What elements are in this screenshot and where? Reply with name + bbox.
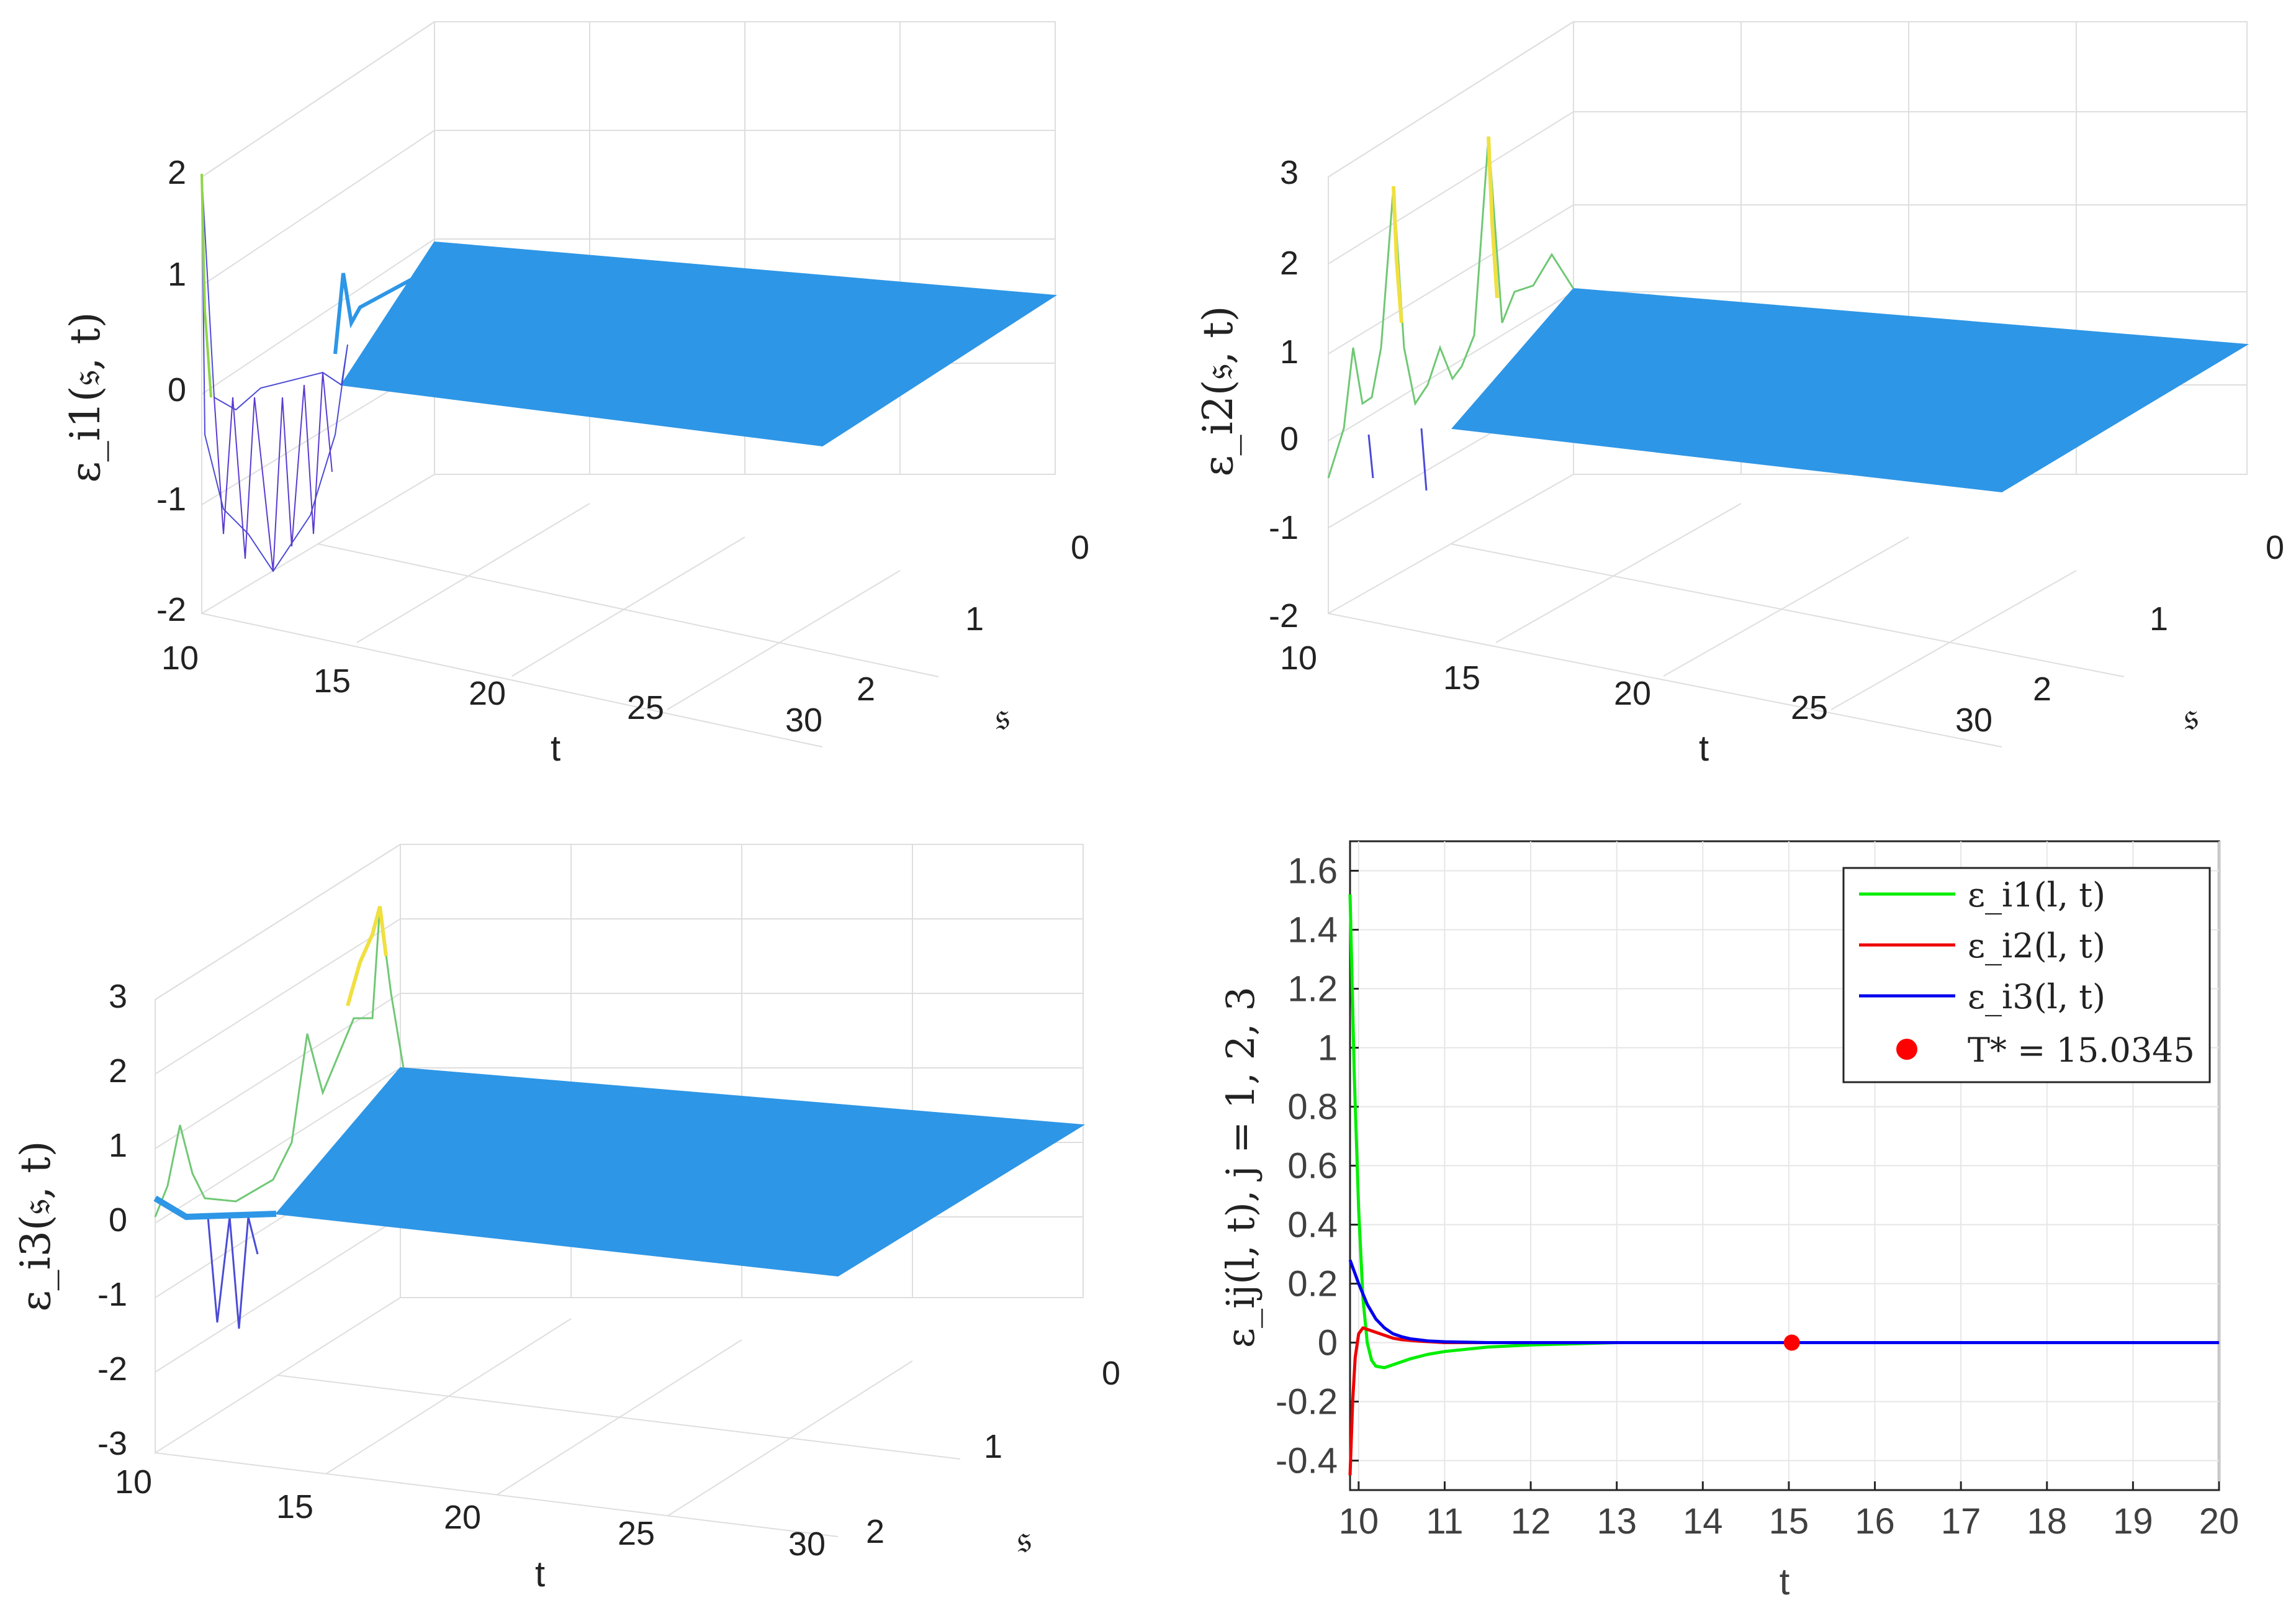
p4-ytick-label: 1.4 — [1287, 910, 1338, 951]
p2-ztick: 1 — [1280, 333, 1299, 371]
p2-xtick: 10 — [1280, 639, 1317, 677]
p1-ytick: 0 — [1071, 529, 1089, 566]
p3-xtick: 25 — [618, 1515, 655, 1552]
legend-label-s3: ε_i3(l, t) — [1968, 977, 2105, 1016]
p1-ytick: 1 — [965, 600, 984, 638]
p4-xticks: 10 11 12 13 14 15 16 17 18 19 20 — [1339, 1501, 2240, 1542]
p2-ytick: 0 — [2266, 529, 2284, 566]
p4-ytick-label: 1.2 — [1287, 969, 1338, 1010]
p1-ztick: 2 — [168, 154, 186, 191]
p2-xtick: 25 — [1791, 689, 1828, 726]
p1-xtick: 10 — [161, 639, 199, 677]
p3-xtick: 10 — [115, 1463, 152, 1501]
p4-xtick-label: 15 — [1769, 1501, 1809, 1542]
p4-ytick-label: 1.6 — [1287, 851, 1338, 892]
p1-ztick: 0 — [168, 371, 186, 409]
p2-ytick: 1 — [2150, 600, 2168, 638]
p1-ticks: 2 1 0 -1 -2 10 15 20 25 30 0 1 2 — [156, 154, 1089, 739]
p2-surface — [1327, 136, 2249, 493]
p4-ytick-label: 0.6 — [1287, 1146, 1338, 1186]
p1-xtick: 30 — [785, 702, 822, 739]
surface-panel-2: 3 2 1 0 -1 -2 10 15 20 25 30 0 1 2 t 𝔰 ε… — [1194, 21, 2284, 769]
p4-xtick-label: 19 — [2113, 1501, 2153, 1542]
p2-zlabel: ε_i2(𝔰, t) — [1194, 305, 1242, 476]
p4-ytick-label: 0.2 — [1287, 1264, 1338, 1304]
p3-xlabel: t — [535, 1554, 545, 1594]
p1-surface — [200, 173, 1057, 572]
p4-ytick-label: 1 — [1318, 1028, 1338, 1069]
p3-ticks: 3 2 1 0 -1 -2 -3 10 15 20 25 30 0 1 2 — [97, 978, 1120, 1563]
p4-legend: ε_i1(l, t) ε_i2(l, t) ε_i3(l, t) T* = 15… — [1842, 867, 2211, 1083]
p4-ytick-label: 0.4 — [1287, 1205, 1338, 1245]
p3-zlabel: ε_i3(𝔰, t) — [12, 1141, 60, 1311]
p1-xlabel: t — [551, 728, 560, 769]
line-panel: 10 11 12 13 14 15 16 17 18 19 20 1.6 1.4 1.2 1 0.8 0.6 0… — [1218, 840, 2240, 1602]
p3-ztick: 3 — [109, 978, 127, 1015]
surface-panel-3: 3 2 1 0 -1 -2 -3 10 15 20 25 30 0 1 2 t … — [12, 844, 1120, 1594]
p4-yticks: 1.6 1.4 1.2 1 0.8 0.6 0.4 0.2 0 -0.2 -0.4 — [1276, 851, 1338, 1481]
p3-xtick: 20 — [444, 1499, 481, 1536]
p4-xtick-label: 16 — [1855, 1501, 1895, 1542]
p4-xtick-label: 18 — [2027, 1501, 2068, 1542]
p2-xtick: 15 — [1443, 659, 1480, 697]
p1-ylabel: 𝔰 — [995, 694, 1009, 739]
p4-xtick-label: 11 — [1426, 1501, 1463, 1542]
p2-ylabel: 𝔰 — [2184, 694, 2198, 739]
p1-xtick: 25 — [627, 689, 664, 726]
p2-ztick: 3 — [1280, 154, 1299, 191]
p3-xtick: 30 — [788, 1525, 826, 1563]
p3-ytick: 2 — [866, 1513, 885, 1550]
p2-xlabel: t — [1699, 728, 1709, 769]
legend-label-s1: ε_i1(l, t) — [1968, 875, 2105, 915]
p2-ztick: -2 — [1269, 597, 1299, 635]
p1-zlabel: ε_i1(𝔰, t) — [61, 312, 109, 482]
p4-xtick-label: 20 — [2199, 1501, 2240, 1542]
p4-xtick-label: 13 — [1596, 1501, 1637, 1542]
legend-label-s2: ε_i2(l, t) — [1968, 926, 2105, 965]
p3-xtick: 15 — [276, 1488, 313, 1525]
p3-ytick: 0 — [1102, 1355, 1120, 1392]
series-line-1 — [1348, 894, 2219, 1370]
p4-ytick-label: 0 — [1318, 1323, 1338, 1363]
p2-xtick: 20 — [1614, 675, 1651, 712]
p1-xtick: 15 — [313, 662, 351, 700]
p2-ztick: -1 — [1269, 509, 1299, 546]
p3-ytick: 1 — [984, 1428, 1002, 1465]
p3-ylabel: 𝔰 — [1017, 1516, 1031, 1561]
p4-ytick-label: -0.2 — [1276, 1382, 1338, 1422]
p3-ztick: 0 — [109, 1201, 127, 1239]
p1-xtick: 20 — [469, 675, 506, 712]
p2-ztick: 0 — [1280, 420, 1299, 458]
p2-xtick: 30 — [1955, 702, 1992, 739]
p1-ztick: -2 — [156, 591, 186, 628]
p2-ytick: 2 — [2033, 671, 2051, 708]
p4-ytick-label: 0.8 — [1287, 1087, 1338, 1127]
series-line-3 — [1348, 1259, 2219, 1344]
p3-ztick: -2 — [97, 1350, 127, 1388]
legend-label-marker: T* = 15.0345 — [1968, 1031, 2195, 1070]
p3-ztick: 1 — [109, 1127, 127, 1164]
p4-xlabel: t — [1780, 1561, 1790, 1602]
p4-ylabel: ε_ij(l, t), j = 1, 2, 3 — [1218, 987, 1263, 1348]
t-star-marker — [1783, 1334, 1800, 1351]
p3-surface — [153, 906, 1086, 1329]
p2-ztick: 2 — [1280, 245, 1299, 282]
p4-xtick-label: 10 — [1339, 1501, 1379, 1542]
p4-ytick-label: -0.4 — [1276, 1441, 1338, 1481]
p1-ytick: 2 — [857, 671, 875, 708]
p3-ztick: -3 — [97, 1425, 127, 1462]
p4-series — [1348, 894, 2219, 1476]
p1-ztick: -1 — [156, 481, 186, 518]
p3-ztick: 2 — [109, 1052, 127, 1090]
p4-xtick-label: 12 — [1511, 1501, 1551, 1542]
p4-xtick-label: 17 — [1941, 1501, 1981, 1542]
p2-ticks: 3 2 1 0 -1 -2 10 15 20 25 30 0 1 2 — [1269, 154, 2284, 739]
surface-panel-1: 2 1 0 -1 -2 10 15 20 25 30 0 1 2 t 𝔰 ε_i… — [61, 21, 1089, 769]
legend-marker — [1896, 1039, 1917, 1060]
p1-ztick: 1 — [168, 256, 186, 293]
p4-xtick-label: 14 — [1683, 1501, 1723, 1542]
p3-ztick: -1 — [97, 1276, 127, 1313]
